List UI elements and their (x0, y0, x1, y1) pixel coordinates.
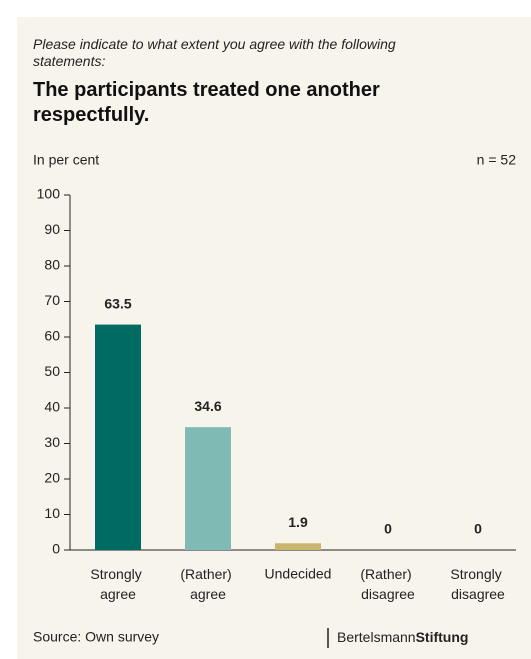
y-tick-label: 20 (44, 470, 60, 486)
x-tick-label: Strongly disagree (450, 566, 505, 602)
logo-right: Stiftung (416, 629, 469, 645)
y-tick-label: 80 (44, 257, 60, 273)
value-label: 63.5 (104, 295, 131, 311)
y-tick-label: 40 (44, 399, 60, 415)
x-tick-label: Undecided (265, 566, 332, 582)
value-label: 0 (384, 521, 392, 537)
y-tick-label: 60 (44, 328, 60, 344)
value-label: 1.9 (288, 514, 308, 530)
bar (185, 427, 231, 550)
bar (95, 324, 141, 550)
logo-left: Bertelsmann (337, 629, 416, 645)
sample-size: n = 52 (477, 152, 517, 168)
y-tick-label: 0 (52, 541, 60, 557)
value-label: 34.6 (194, 398, 221, 414)
subtitle: Please indicate to what extent you agree… (33, 36, 396, 69)
value-label: 0 (474, 521, 482, 537)
y-tick-label: 100 (37, 186, 61, 202)
x-tick-label: (Rather) agree (180, 566, 235, 602)
unit-label: In per cent (33, 152, 99, 168)
y-tick-label: 70 (44, 292, 60, 308)
y-tick-label: 90 (44, 221, 60, 237)
y-tick-label: 10 (44, 505, 60, 521)
chart-title: The participants treated one another res… (33, 79, 380, 126)
y-tick-label: 30 (44, 434, 60, 450)
x-tick-label: Strongly agree (90, 566, 145, 602)
x-tick-label: (Rather) disagree (360, 566, 415, 602)
source: Source: Own survey (33, 629, 159, 645)
y-tick-label: 50 (44, 363, 60, 379)
logo: BertelsmannStiftung (337, 629, 468, 645)
bar (275, 543, 321, 550)
